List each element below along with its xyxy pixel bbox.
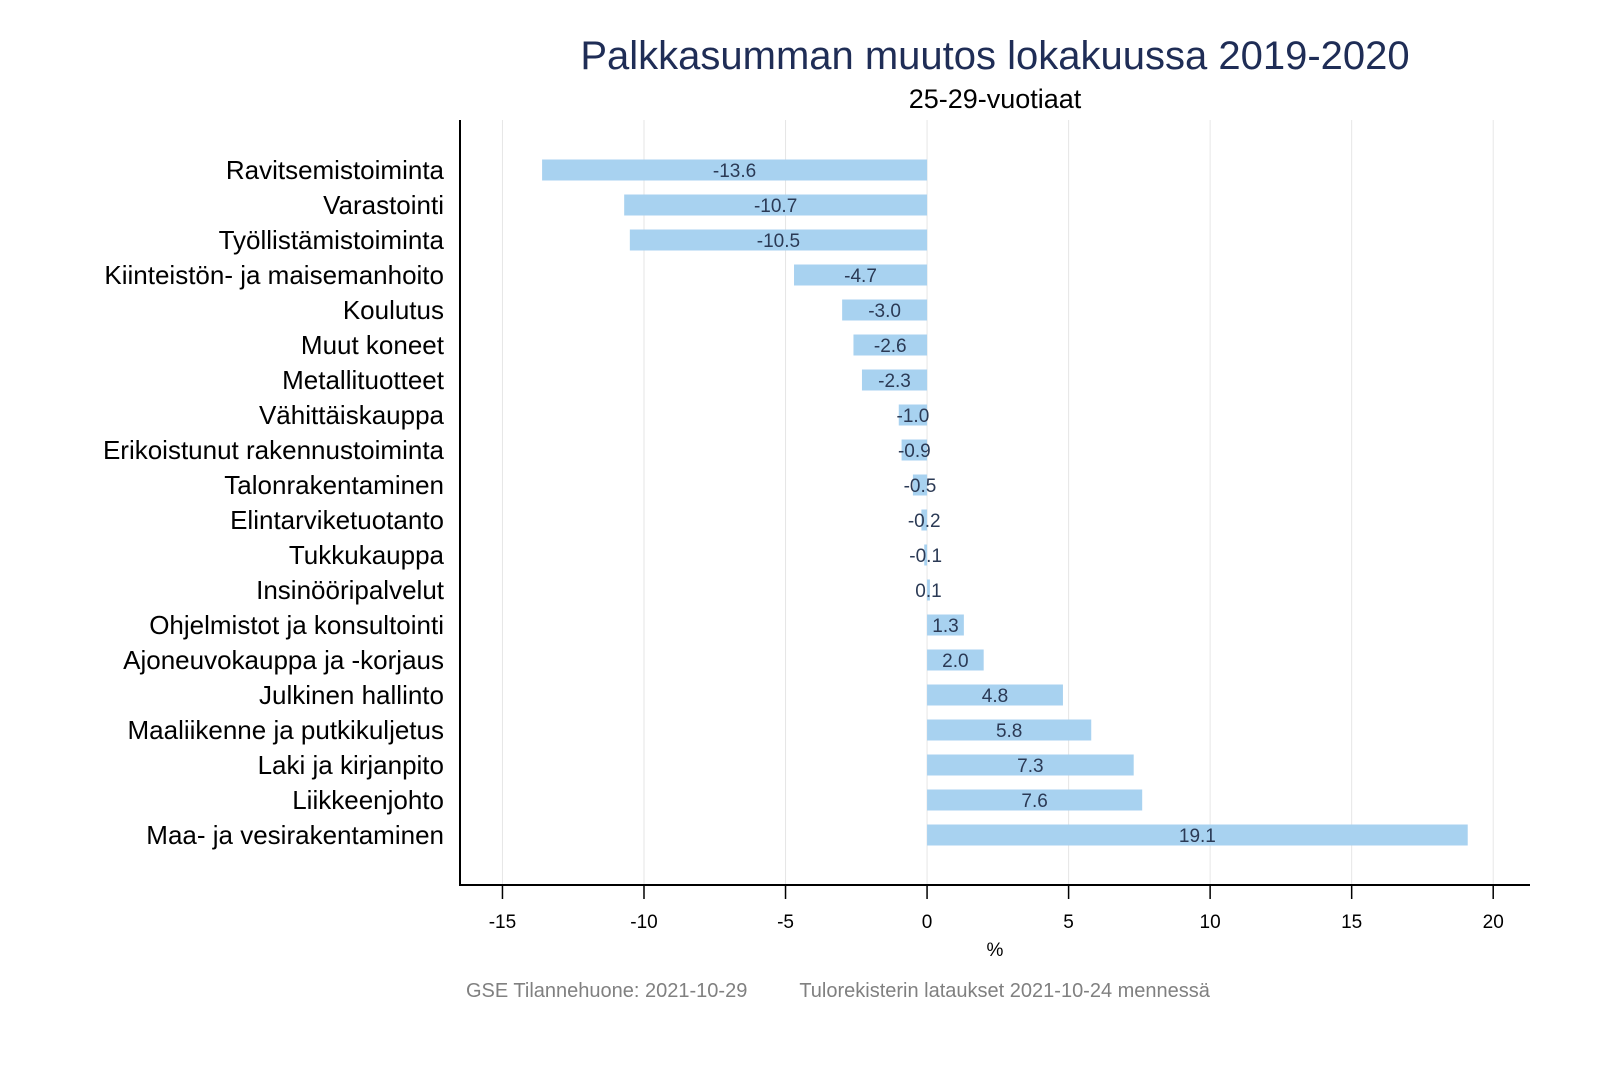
bar-value-label: 2.0 (942, 651, 968, 672)
bar-value-label: -4.7 (844, 266, 877, 287)
category-label: Liikkeenjohto (292, 785, 444, 815)
bar (921, 509, 928, 531)
bar (853, 334, 928, 356)
chart-title: Palkkasumman muutos lokakuussa 2019-2020 (580, 34, 1410, 78)
category-label: Insinööripalvelut (256, 575, 445, 605)
bar (927, 649, 984, 671)
bar-value-label: 5.8 (996, 721, 1022, 742)
x-tick-label: 10 (1200, 912, 1221, 933)
bar-value-label: -0.2 (908, 511, 941, 532)
category-label: Ohjelmistot ja konsultointi (149, 610, 444, 640)
bar (927, 754, 1134, 776)
x-tick-label: 15 (1341, 912, 1362, 933)
bar-value-label: -10.5 (757, 231, 800, 252)
bar (624, 194, 928, 216)
bar (861, 369, 928, 391)
bar (794, 264, 928, 286)
bar (927, 684, 1063, 706)
bar (927, 824, 1468, 846)
category-label: Ajoneuvokauppa ja -korjaus (123, 645, 444, 675)
category-label: Maa- ja vesirakentaminen (146, 820, 444, 850)
bar-value-label: -1.0 (897, 406, 930, 427)
x-tick-label: 0 (922, 912, 933, 933)
category-label: Julkinen hallinto (259, 680, 444, 710)
x-axis-label: % (987, 940, 1004, 961)
bar (542, 159, 928, 181)
category-label: Työllistämistoiminta (219, 225, 445, 255)
bar (924, 544, 928, 566)
category-label: Vähittäiskauppa (259, 400, 445, 430)
bar-value-label: 4.8 (982, 686, 1008, 707)
category-label: Metallituotteet (282, 365, 445, 395)
bar-value-label: 7.6 (1021, 791, 1047, 812)
bar (842, 299, 928, 321)
bar (927, 579, 930, 601)
footer-source: GSE Tilannehuone: 2021-10-29 (466, 980, 748, 1002)
bar-value-label: -3.0 (868, 301, 901, 322)
category-label: Maaliikenne ja putkikuljetus (127, 715, 444, 745)
category-label: Varastointi (323, 190, 444, 220)
bar-value-label: -0.1 (909, 546, 942, 567)
category-label: Muut koneet (301, 330, 445, 360)
category-label: Laki ja kirjanpito (258, 750, 444, 780)
bar (927, 719, 1092, 741)
bar-value-label: -0.9 (898, 441, 931, 462)
bar-value-label: -13.6 (713, 161, 756, 182)
bar (901, 439, 928, 461)
bar (927, 614, 964, 636)
x-tick-label: 20 (1483, 912, 1504, 933)
category-label: Talonrakentaminen (224, 470, 444, 500)
bar-value-label: -2.3 (878, 371, 911, 392)
bar-value-label: 19.1 (1179, 826, 1216, 847)
bar-value-label: -2.6 (874, 336, 907, 357)
category-label: Kiinteistön- ja maisemanhoito (104, 260, 444, 290)
bar (927, 789, 1143, 811)
category-label: Tukkukauppa (289, 540, 445, 570)
bar-value-label: -10.7 (754, 196, 797, 217)
category-label: Erikoistunut rakennustoiminta (103, 435, 445, 465)
bar (912, 474, 928, 496)
category-label: Koulutus (343, 295, 444, 325)
category-label: Elintarviketuotanto (230, 505, 444, 535)
x-tick-label: 5 (1063, 912, 1074, 933)
bar-value-label: -0.5 (904, 476, 937, 497)
bar-value-label: 1.3 (932, 616, 958, 637)
x-tick-label: -15 (489, 912, 516, 933)
x-tick-label: -10 (630, 912, 657, 933)
chart-subtitle: 25-29-vuotiaat (908, 84, 1082, 114)
bar-value-label: 7.3 (1017, 756, 1043, 777)
bar (629, 229, 928, 251)
category-label: Ravitsemistoiminta (226, 155, 445, 185)
footer: GSE Tilannehuone: 2021-10-29 Tulorekister… (466, 980, 1262, 1003)
x-tick-label: -5 (777, 912, 794, 933)
footer-note: Tulorekisterin lataukset 2021-10-24 menn… (799, 980, 1210, 1002)
bar-value-label: 0.1 (915, 581, 941, 602)
bar (898, 404, 928, 426)
